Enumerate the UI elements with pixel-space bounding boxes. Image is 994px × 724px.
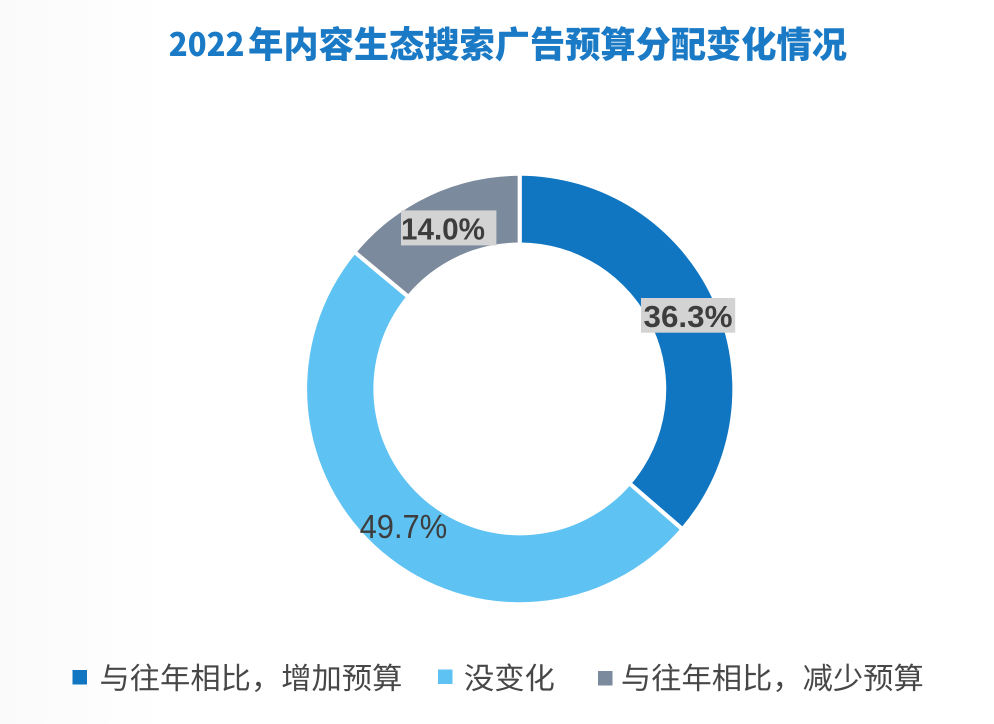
svg-text:14.0%: 14.0% [401, 211, 485, 246]
svg-text:36.3%: 36.3% [644, 299, 733, 334]
svg-text:49.7%: 49.7% [360, 508, 448, 545]
